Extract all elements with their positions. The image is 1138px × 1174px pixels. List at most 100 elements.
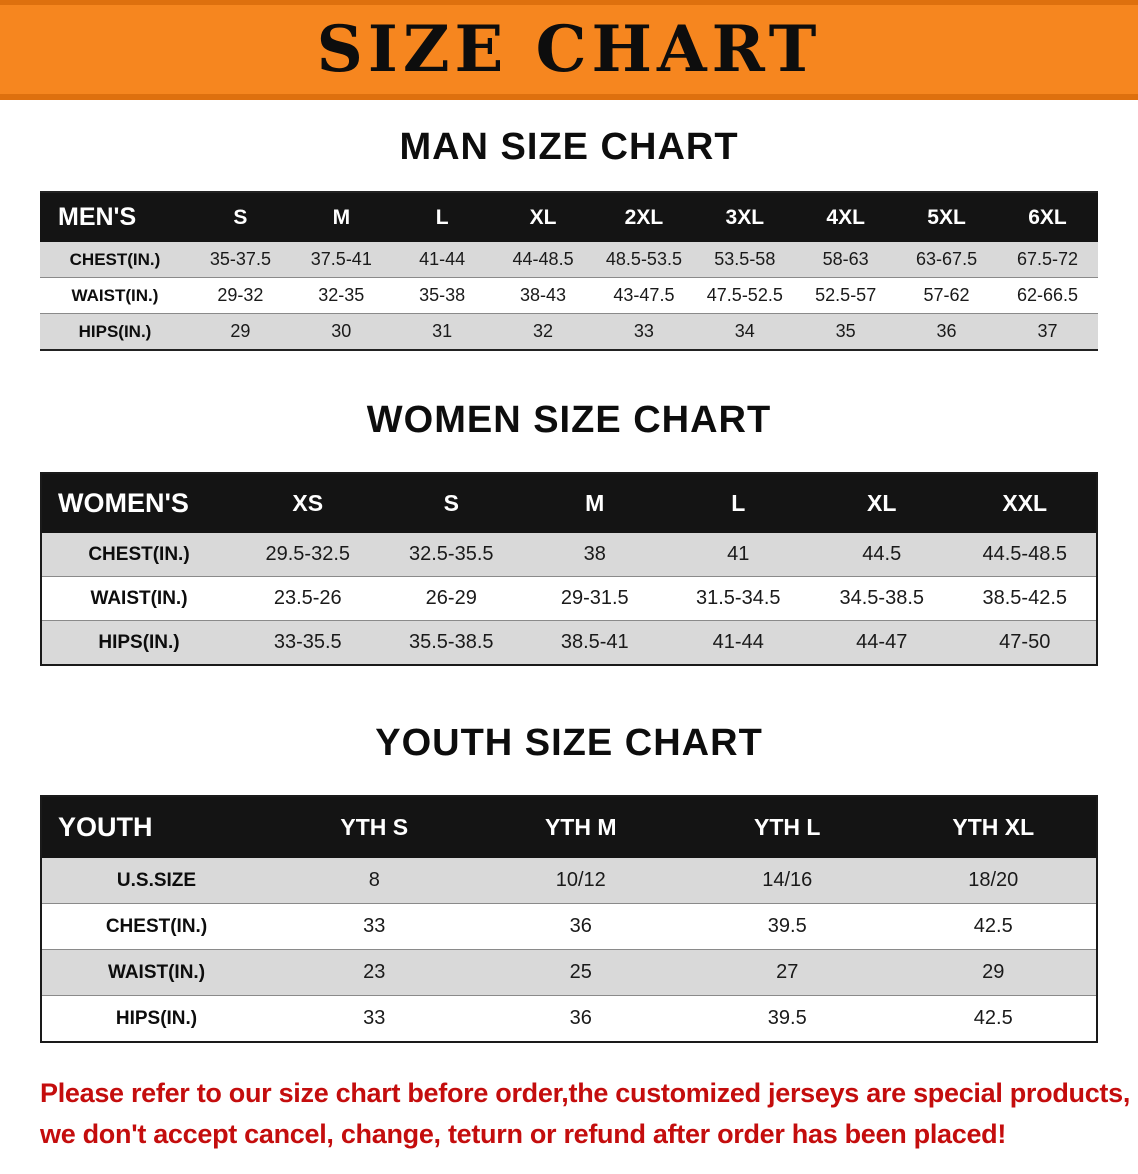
size-value-cell: 33 bbox=[363, 1007, 386, 1029]
size-value-cell: 32-35 bbox=[318, 285, 365, 305]
size-value-cell: 67.5-72 bbox=[1016, 249, 1079, 269]
size-value-cell: 27 bbox=[776, 961, 799, 983]
row-label: CHEST(IN.) bbox=[88, 543, 190, 565]
size-value-cell: 18/20 bbox=[968, 869, 1019, 891]
size-value-cell: 34.5-38.5 bbox=[839, 587, 924, 609]
table-row: HIPS(IN.) 33 36 39.5 42.5 bbox=[41, 995, 1097, 1042]
disclaimer-line-1: Please refer to our size chart before or… bbox=[40, 1078, 1131, 1108]
size-value-cell: 29.5-32.5 bbox=[265, 543, 350, 565]
size-value-cell: 57-62 bbox=[923, 285, 970, 305]
column-header: YTH M bbox=[477, 796, 684, 858]
column-header: 4XL bbox=[795, 192, 897, 242]
size-value-cell: 33-35.5 bbox=[273, 631, 342, 653]
column-header: L bbox=[391, 192, 493, 242]
size-value-cell: 36 bbox=[936, 321, 957, 341]
youth-size-table: YOUTH YTH S YTH M YTH L YTH XL U.S.SIZE 8 10/12… bbox=[40, 795, 1098, 1043]
table-row: CHEST(IN.) 33 36 39.5 42.5 bbox=[41, 903, 1097, 950]
size-value-cell: 42.5 bbox=[973, 1007, 1013, 1029]
men-section-heading: MAN SIZE CHART bbox=[399, 126, 739, 168]
size-value-cell: 39.5 bbox=[767, 915, 807, 937]
size-value-cell: 38.5-41 bbox=[560, 631, 629, 653]
table-corner-label: YOUTH bbox=[41, 796, 271, 858]
table-header-row: YOUTH YTH S YTH M YTH L YTH XL bbox=[41, 796, 1097, 858]
size-value-cell: 58-63 bbox=[822, 249, 869, 269]
size-value-cell: 32.5-35.5 bbox=[408, 543, 494, 565]
banner: SIZE CHART bbox=[0, 0, 1138, 100]
column-header: XL bbox=[810, 473, 954, 533]
size-value-cell: 14/16 bbox=[762, 869, 813, 891]
disclaimer-line-2: we don't accept cancel, change, teturn o… bbox=[40, 1118, 1007, 1149]
size-value-cell: 44.5 bbox=[862, 543, 902, 565]
table-row: WAIST(IN.) 23.5-26 26-29 29-31.5 31.5-34.5 34… bbox=[41, 576, 1097, 621]
row-label: WAIST(IN.) bbox=[107, 961, 206, 983]
column-header: 2XL bbox=[593, 192, 695, 242]
women-section-heading: WOMEN SIZE CHART bbox=[366, 399, 772, 441]
size-value-cell: 41 bbox=[727, 543, 750, 565]
row-label: CHEST(IN.) bbox=[105, 915, 208, 937]
column-header: L bbox=[666, 473, 810, 533]
column-header: 3XL bbox=[694, 192, 796, 242]
row-label: HIPS(IN.) bbox=[115, 1007, 198, 1029]
table-row: CHEST(IN.) 29.5-32.5 32.5-35.5 38 41 44.5 44.5… bbox=[41, 533, 1097, 577]
column-header: YTH XL bbox=[890, 796, 1097, 858]
size-value-cell: 39.5 bbox=[767, 1007, 807, 1029]
size-value-cell: 53.5-58 bbox=[714, 249, 776, 269]
size-value-cell: 33 bbox=[363, 915, 386, 937]
size-value-cell: 38.5-42.5 bbox=[982, 587, 1067, 609]
size-value-cell: 23 bbox=[363, 961, 386, 983]
column-header: YTH S bbox=[271, 796, 478, 858]
column-header: YTH L bbox=[684, 796, 891, 858]
column-header: 6XL bbox=[997, 192, 1098, 242]
size-value-cell: 43-47.5 bbox=[613, 285, 675, 305]
size-value-cell: 25 bbox=[569, 961, 592, 983]
column-header: S bbox=[190, 192, 291, 242]
size-value-cell: 44.5-48.5 bbox=[982, 543, 1067, 565]
size-value-cell: 52.5-57 bbox=[815, 285, 877, 305]
size-value-cell: 32 bbox=[533, 321, 554, 341]
size-value-cell: 33 bbox=[633, 321, 654, 341]
size-value-cell: 47-50 bbox=[999, 631, 1051, 653]
column-header: XS bbox=[236, 473, 380, 533]
column-header: S bbox=[379, 473, 523, 533]
women-size-table: WOMEN'S XS S M L XL XXL CHEST(IN.) 29.5-32.5 32.5… bbox=[40, 472, 1098, 666]
size-value-cell: 63-67.5 bbox=[916, 249, 978, 269]
size-value-cell: 8 bbox=[368, 869, 380, 891]
size-value-cell: 29-32 bbox=[217, 285, 264, 305]
men-size-table: MEN'S S M L XL 2XL 3XL 4XL 5XL 6XL CHEST(IN.) 35-37… bbox=[40, 191, 1098, 351]
size-value-cell: 29 bbox=[230, 321, 251, 341]
row-label: CHEST(IN.) bbox=[69, 249, 161, 269]
youth-section-heading: YOUTH SIZE CHART bbox=[375, 722, 763, 764]
table-row: WAIST(IN.) 23 25 27 29 bbox=[41, 949, 1097, 996]
size-value-cell: 35 bbox=[835, 321, 856, 341]
row-label: U.S.SIZE bbox=[116, 869, 197, 891]
size-value-cell: 35.5-38.5 bbox=[408, 631, 494, 653]
table-corner-label: WOMEN'S bbox=[41, 473, 236, 533]
column-header: XL bbox=[492, 192, 594, 242]
size-value-cell: 44-47 bbox=[856, 631, 908, 653]
size-value-cell: 10/12 bbox=[555, 869, 606, 891]
size-value-cell: 34 bbox=[734, 321, 755, 341]
row-label: WAIST(IN.) bbox=[71, 285, 159, 305]
size-value-cell: 48.5-53.5 bbox=[605, 249, 682, 269]
table-row: WAIST(IN.) 29-32 32-35 35-38 38-43 43-47.5 47.… bbox=[40, 277, 1098, 314]
size-value-cell: 36 bbox=[569, 1007, 592, 1029]
youth-size-section: YOUTH SIZE CHART YOUTH YTH S YTH M YTH L YTH… bbox=[0, 722, 1138, 1043]
table-row: HIPS(IN.) 29 30 31 32 33 34 35 36 37 bbox=[40, 313, 1098, 350]
men-size-section: MAN SIZE CHART MEN'S S M L XL 2XL 3XL 4XL 5XL 6XL… bbox=[0, 126, 1138, 351]
size-value-cell: 26-29 bbox=[425, 587, 477, 609]
size-value-cell: 42.5 bbox=[973, 915, 1013, 937]
column-header: M bbox=[290, 192, 392, 242]
table-header-row: WOMEN'S XS S M L XL XXL bbox=[41, 473, 1097, 533]
page-title: SIZE CHART bbox=[316, 11, 822, 87]
table-header-row: MEN'S S M L XL 2XL 3XL 4XL 5XL 6XL bbox=[40, 192, 1098, 242]
size-value-cell: 31.5-34.5 bbox=[695, 587, 781, 609]
size-value-cell: 35-38 bbox=[419, 285, 466, 305]
size-value-cell: 38-43 bbox=[520, 285, 567, 305]
size-value-cell: 29 bbox=[982, 961, 1005, 983]
size-value-cell: 41-44 bbox=[712, 631, 764, 653]
size-value-cell: 47.5-52.5 bbox=[706, 285, 783, 305]
table-row: U.S.SIZE 8 10/12 14/16 18/20 bbox=[41, 858, 1097, 904]
row-label: HIPS(IN.) bbox=[98, 631, 180, 653]
size-value-cell: 31 bbox=[432, 321, 453, 341]
